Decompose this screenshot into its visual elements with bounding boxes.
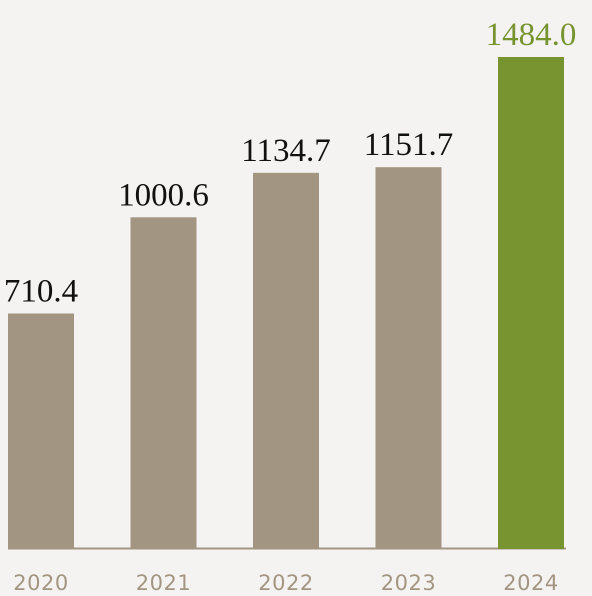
- x-tick-label-2023: 2023: [381, 571, 436, 595]
- value-label-2024: 1484.0: [486, 17, 577, 53]
- value-label-2023: 1151.7: [364, 127, 454, 163]
- x-tick-label-2020: 2020: [13, 571, 68, 595]
- value-label-2022: 1134.7: [241, 133, 331, 169]
- bar-2023: [375, 167, 442, 549]
- x-tick-label-2024: 2024: [503, 571, 558, 595]
- x-tick-label-2021: 2021: [136, 571, 191, 595]
- x-tick-label-2022: 2022: [258, 571, 313, 595]
- value-labels-group: 710.4 1000.6 1134.7 1151.7 1484.0: [4, 17, 577, 310]
- bar-2024: [498, 57, 564, 549]
- bars-group: [8, 57, 564, 550]
- value-label-2021: 1000.6: [118, 177, 209, 213]
- bar-2020: [8, 313, 74, 549]
- bar-2021: [130, 217, 197, 550]
- x-tick-labels-group: 2020 2021 2022 2023 2024: [13, 571, 558, 595]
- value-label-2020: 710.4: [4, 274, 78, 310]
- bar-2022: [253, 172, 319, 550]
